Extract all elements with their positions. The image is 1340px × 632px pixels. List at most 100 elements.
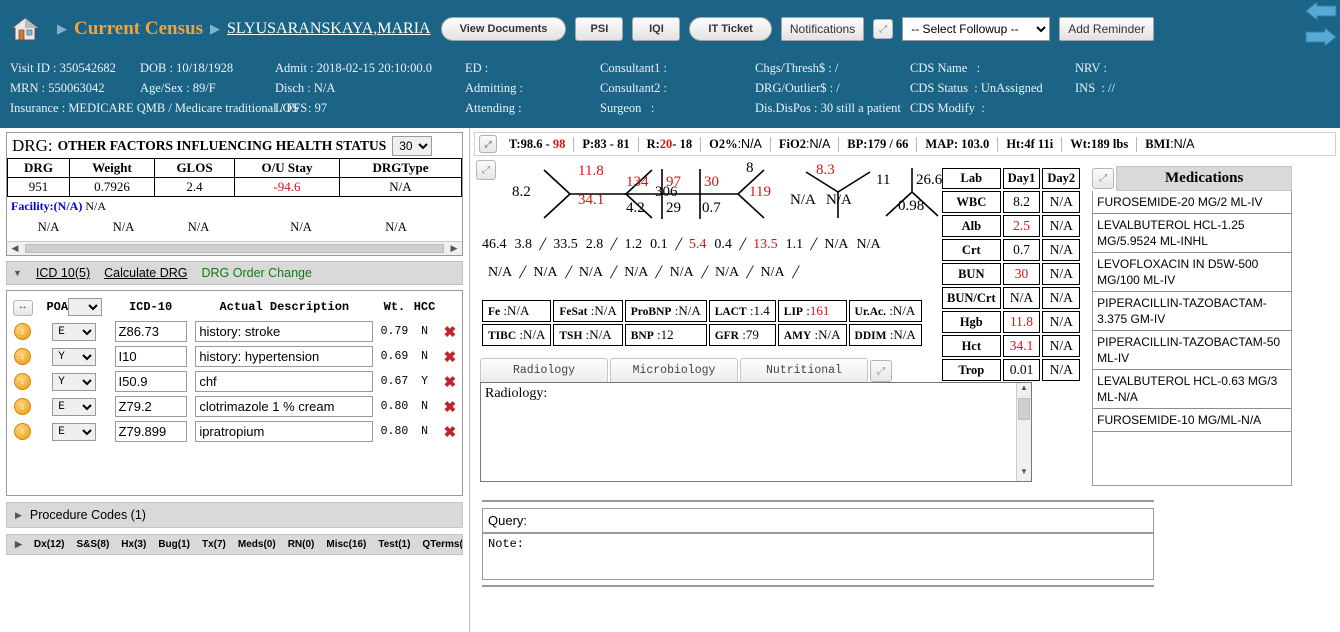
delete-row-icon[interactable]: ✖ <box>443 373 457 391</box>
medications-list[interactable]: FUROSEMIDE-20 MG/2 ML-IV LEVALBUTEROL HC… <box>1092 191 1293 486</box>
lab-box-probnp: ProBNP :N/A <box>624 300 707 322</box>
add-reminder-button[interactable]: Add Reminder <box>1059 17 1154 41</box>
expand-medications-icon[interactable]: ⤢ <box>1092 168 1115 189</box>
tab-microbiology[interactable]: Microbiology <box>610 358 738 382</box>
reorder-handle-icon[interactable]: ↕ <box>14 398 32 415</box>
reorder-handle-icon[interactable]: ↕ <box>14 423 32 440</box>
icd-description-input[interactable] <box>195 321 374 342</box>
fishbone-diagrams: ⤢ 8.2 11.8 34.1 <box>474 160 943 290</box>
icd-code-input[interactable] <box>114 421 187 442</box>
delete-row-icon[interactable]: ✖ <box>443 423 457 441</box>
nav-arrows[interactable] <box>1304 0 1338 54</box>
demo-value: : // <box>1101 81 1115 95</box>
notifications-button[interactable]: Notifications <box>780 17 865 41</box>
drg-value-glos: 2.4 <box>154 177 235 197</box>
list-item[interactable]: FUROSEMIDE-20 MG/2 ML-IV <box>1093 191 1292 214</box>
expand-report-icon[interactable]: ⤢ <box>870 360 892 382</box>
scroll-left-arrow-icon[interactable]: ◀ <box>11 243 19 253</box>
reorder-handle-icon[interactable]: ↕ <box>14 348 32 365</box>
iqi-button[interactable]: IQI <box>632 17 681 41</box>
icd-description-input[interactable] <box>195 346 374 367</box>
scroll-thumb[interactable] <box>25 244 444 253</box>
icd-description-input[interactable] <box>195 371 374 392</box>
poa-select[interactable]: Y <box>52 372 97 391</box>
scroll-down-arrow-icon[interactable]: ▼ <box>1020 467 1028 476</box>
icd-10-link[interactable]: ICD 10(5) <box>35 266 91 280</box>
list-item[interactable]: LEVOFLOXACIN IN D5W-500 MG/100 ML-IV <box>1093 253 1292 292</box>
procedure-codes-accordion[interactable]: ▶ Procedure Codes (1) <box>6 502 463 528</box>
list-item[interactable]: LEVALBUTEROL HCL-0.63 MG/3 ML-N/A <box>1093 370 1292 409</box>
reorder-handle-icon[interactable]: ↕ <box>14 373 32 390</box>
icd-col-description: Actual Description <box>219 300 350 314</box>
tag-hx[interactable]: Hx(3) <box>121 539 147 550</box>
icd-code-input[interactable] <box>114 321 187 342</box>
tag-meds[interactable]: Meds(0) <box>237 539 276 550</box>
tag-tx[interactable]: Tx(7) <box>201 539 226 550</box>
expand-labs-icon[interactable]: ⤢ <box>476 160 496 180</box>
calculate-drg-link[interactable]: Calculate DRG <box>104 266 188 280</box>
tag-qterms[interactable]: QTerms(0) <box>422 539 463 550</box>
poa-header-select[interactable] <box>68 298 103 316</box>
tag-bug[interactable]: Bug(1) <box>158 539 190 550</box>
icd-hcc: N <box>421 350 428 363</box>
delete-row-icon[interactable]: ✖ <box>443 323 457 341</box>
tag-rn[interactable]: RN(0) <box>287 539 315 550</box>
drg-horizontal-scrollbar[interactable]: ◀ ▶ <box>7 241 462 255</box>
tag-misc[interactable]: Misc(16) <box>326 539 367 550</box>
lab-sep-icon: / <box>737 234 748 255</box>
poa-select[interactable]: E <box>52 422 97 441</box>
scroll-up-arrow-icon[interactable]: ▲ <box>1020 383 1028 392</box>
select-followup-dropdown[interactable]: -- Select Followup -- <box>902 17 1051 41</box>
facility-na-0: N/A <box>37 220 60 234</box>
drg-number-select[interactable]: 30 <box>392 136 433 156</box>
breadcrumb-current-census[interactable]: Current Census <box>74 18 203 39</box>
poa-select[interactable]: E <box>52 397 97 416</box>
view-documents-button[interactable]: View Documents <box>440 17 567 41</box>
icd-col-wt: Wt. <box>383 300 406 314</box>
resize-columns-icon[interactable]: ↔ <box>12 299 33 316</box>
icd-description-input[interactable] <box>195 396 374 417</box>
scroll-right-arrow-icon[interactable]: ▶ <box>450 243 458 253</box>
coag-ptt: 26.6 <box>916 172 943 188</box>
list-item[interactable]: FUROSEMIDE-10 MG/ML-N/A <box>1093 409 1292 432</box>
poa-select[interactable]: E <box>52 322 97 341</box>
clinical-tag-bar[interactable]: ▶ Dx(12) S&S(8) Hx(3) Bug(1) Tx(7) Meds(… <box>6 534 463 555</box>
tab-radiology[interactable]: Radiology <box>480 358 608 382</box>
reorder-handle-icon[interactable]: ↕ <box>14 323 32 340</box>
list-item[interactable]: PIPERACILLIN-TAZOBACTAM-50 ML-IV <box>1093 331 1292 370</box>
table-row: Trop 0.01 N/A <box>942 359 1081 381</box>
tag-ss[interactable]: S&S(8) <box>76 539 110 550</box>
demo-value: : <box>976 61 981 75</box>
report-body[interactable]: Radiology: ▲ ▼ <box>480 382 1032 482</box>
tab-nutritional[interactable]: Nutritional <box>740 358 868 382</box>
facility-link[interactable]: Facility: <box>11 199 54 213</box>
psi-button[interactable]: PSI <box>575 17 624 41</box>
collapse-caret-icon[interactable]: ▼ <box>13 268 22 278</box>
tag-dx[interactable]: Dx(12) <box>33 539 65 550</box>
list-item[interactable]: PIPERACILLIN-TAZOBACTAM-3.375 GM-IV <box>1093 292 1292 331</box>
report-vertical-scrollbar[interactable]: ▲ ▼ <box>1016 383 1031 481</box>
icd-code-input[interactable] <box>114 346 187 367</box>
labday-name: BUN/Crt <box>942 287 1001 309</box>
cbc-plt: 306 <box>655 184 678 200</box>
home-icon[interactable] <box>10 15 40 43</box>
delete-row-icon[interactable]: ✖ <box>443 398 457 416</box>
expand-vitals-icon[interactable]: ⤢ <box>479 135 497 153</box>
it-ticket-button[interactable]: IT Ticket <box>689 17 772 41</box>
breadcrumb-patient-name[interactable]: SLYUSARANSKAYA,MARIA <box>226 20 431 37</box>
icd-code-input[interactable] <box>114 396 187 417</box>
list-item[interactable]: LEVALBUTEROL HCL-1.25 MG/5.9524 ML-INHL <box>1093 214 1292 253</box>
facility-value-link[interactable]: (N/A) <box>53 199 83 213</box>
report-scroll-thumb[interactable] <box>1018 398 1030 420</box>
icd-table-container: ↔ POA ICD-10 Actual Description Wt. HCC … <box>6 290 463 496</box>
demo-label: Attending <box>465 101 515 115</box>
query-input[interactable] <box>482 508 1154 533</box>
tag-test[interactable]: Test(1) <box>378 539 411 550</box>
delete-row-icon[interactable]: ✖ <box>443 348 457 366</box>
expand-notifications-icon[interactable]: ⤢ <box>873 19 894 39</box>
poa-select[interactable]: Y <box>52 347 97 366</box>
lab-v-4: 2.8 <box>585 237 604 252</box>
icd-description-input[interactable] <box>195 421 374 442</box>
note-input[interactable] <box>482 533 1154 580</box>
icd-code-input[interactable] <box>114 371 187 392</box>
